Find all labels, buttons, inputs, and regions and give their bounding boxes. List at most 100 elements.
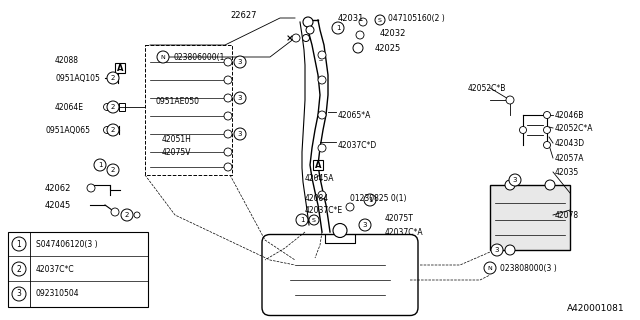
Circle shape xyxy=(107,72,119,84)
Circle shape xyxy=(303,17,313,27)
Circle shape xyxy=(234,92,246,104)
Circle shape xyxy=(491,244,503,256)
Text: 42035: 42035 xyxy=(555,167,579,177)
Text: 092310504: 092310504 xyxy=(36,290,79,299)
Text: 2: 2 xyxy=(17,265,21,274)
Text: 3: 3 xyxy=(495,247,499,253)
Text: 2: 2 xyxy=(125,212,129,218)
Circle shape xyxy=(318,51,326,59)
Text: 42031: 42031 xyxy=(338,13,364,22)
Circle shape xyxy=(309,215,319,225)
Text: 42032: 42032 xyxy=(380,28,406,37)
Circle shape xyxy=(359,219,371,231)
Text: N: N xyxy=(161,54,165,60)
Circle shape xyxy=(356,31,364,39)
Circle shape xyxy=(505,180,515,190)
Circle shape xyxy=(543,141,550,148)
Text: 42057A: 42057A xyxy=(555,154,584,163)
Circle shape xyxy=(104,103,111,110)
Text: 42045: 42045 xyxy=(45,201,71,210)
Text: 42037C*D: 42037C*D xyxy=(338,140,377,149)
Circle shape xyxy=(346,203,354,211)
Circle shape xyxy=(94,159,106,171)
Circle shape xyxy=(318,111,326,119)
Text: A420001081: A420001081 xyxy=(568,304,625,313)
Text: 023808000(3 ): 023808000(3 ) xyxy=(500,263,557,273)
Text: 2: 2 xyxy=(111,75,115,81)
FancyBboxPatch shape xyxy=(313,160,323,170)
Circle shape xyxy=(224,94,232,102)
Circle shape xyxy=(364,194,376,206)
Text: 0951AQ065: 0951AQ065 xyxy=(45,125,90,134)
Text: 42078: 42078 xyxy=(555,211,579,220)
Circle shape xyxy=(303,35,310,42)
Text: 3: 3 xyxy=(237,95,243,101)
Circle shape xyxy=(87,184,95,192)
Text: 1: 1 xyxy=(17,239,21,249)
Circle shape xyxy=(332,22,344,34)
Circle shape xyxy=(224,148,232,156)
Text: A: A xyxy=(315,161,321,170)
Text: 42075T: 42075T xyxy=(385,213,414,222)
Text: 2: 2 xyxy=(111,167,115,173)
Circle shape xyxy=(318,144,326,152)
Text: 047105160(2 ): 047105160(2 ) xyxy=(388,13,445,22)
Circle shape xyxy=(224,130,232,138)
Text: 2: 2 xyxy=(111,104,115,110)
Text: 3: 3 xyxy=(17,290,21,299)
Circle shape xyxy=(543,111,550,118)
Text: 01230825 0(1): 01230825 0(1) xyxy=(350,194,406,203)
Text: S: S xyxy=(312,218,316,222)
Text: 42075V: 42075V xyxy=(162,148,191,156)
Text: 42052C*B: 42052C*B xyxy=(468,84,506,92)
Circle shape xyxy=(296,214,308,226)
Text: 023806000(1: 023806000(1 xyxy=(173,52,225,61)
FancyBboxPatch shape xyxy=(8,232,148,307)
Circle shape xyxy=(292,34,300,42)
Text: 42064E: 42064E xyxy=(55,102,84,111)
Circle shape xyxy=(359,18,367,26)
Circle shape xyxy=(545,180,555,190)
Text: 0951AQ105: 0951AQ105 xyxy=(55,74,100,83)
Circle shape xyxy=(505,245,515,255)
Circle shape xyxy=(107,164,119,176)
Text: 3: 3 xyxy=(513,177,517,183)
Circle shape xyxy=(134,212,140,218)
Circle shape xyxy=(111,208,119,216)
Circle shape xyxy=(318,191,326,199)
Circle shape xyxy=(234,56,246,68)
Text: 42065*A: 42065*A xyxy=(338,110,371,119)
Text: 0951AE050: 0951AE050 xyxy=(155,97,199,106)
Text: 42037C*A: 42037C*A xyxy=(385,228,424,236)
Text: 3: 3 xyxy=(363,222,367,228)
Circle shape xyxy=(543,126,550,133)
Circle shape xyxy=(224,76,232,84)
Text: 42045A: 42045A xyxy=(305,173,335,182)
Circle shape xyxy=(107,101,119,113)
Circle shape xyxy=(224,58,232,66)
Text: 42037C*E: 42037C*E xyxy=(305,205,343,214)
Text: 2: 2 xyxy=(111,127,115,133)
Circle shape xyxy=(12,237,26,251)
Text: 1: 1 xyxy=(98,162,102,168)
Text: 42046B: 42046B xyxy=(555,110,584,119)
FancyBboxPatch shape xyxy=(490,185,570,250)
Circle shape xyxy=(306,26,314,34)
Text: A: A xyxy=(116,63,124,73)
Circle shape xyxy=(107,124,119,136)
Text: 42084: 42084 xyxy=(305,194,329,203)
Circle shape xyxy=(353,43,363,53)
Text: 3: 3 xyxy=(237,131,243,137)
Text: 42088: 42088 xyxy=(55,55,79,65)
Text: 42052C*A: 42052C*A xyxy=(555,124,593,132)
Text: 22627: 22627 xyxy=(230,11,257,20)
Text: 3: 3 xyxy=(237,59,243,65)
Circle shape xyxy=(12,287,26,301)
Circle shape xyxy=(224,112,232,120)
FancyBboxPatch shape xyxy=(115,63,125,73)
Text: 42025: 42025 xyxy=(375,44,401,52)
Circle shape xyxy=(104,126,111,133)
Circle shape xyxy=(509,174,521,186)
Circle shape xyxy=(506,96,514,104)
Text: 1: 1 xyxy=(300,217,304,223)
